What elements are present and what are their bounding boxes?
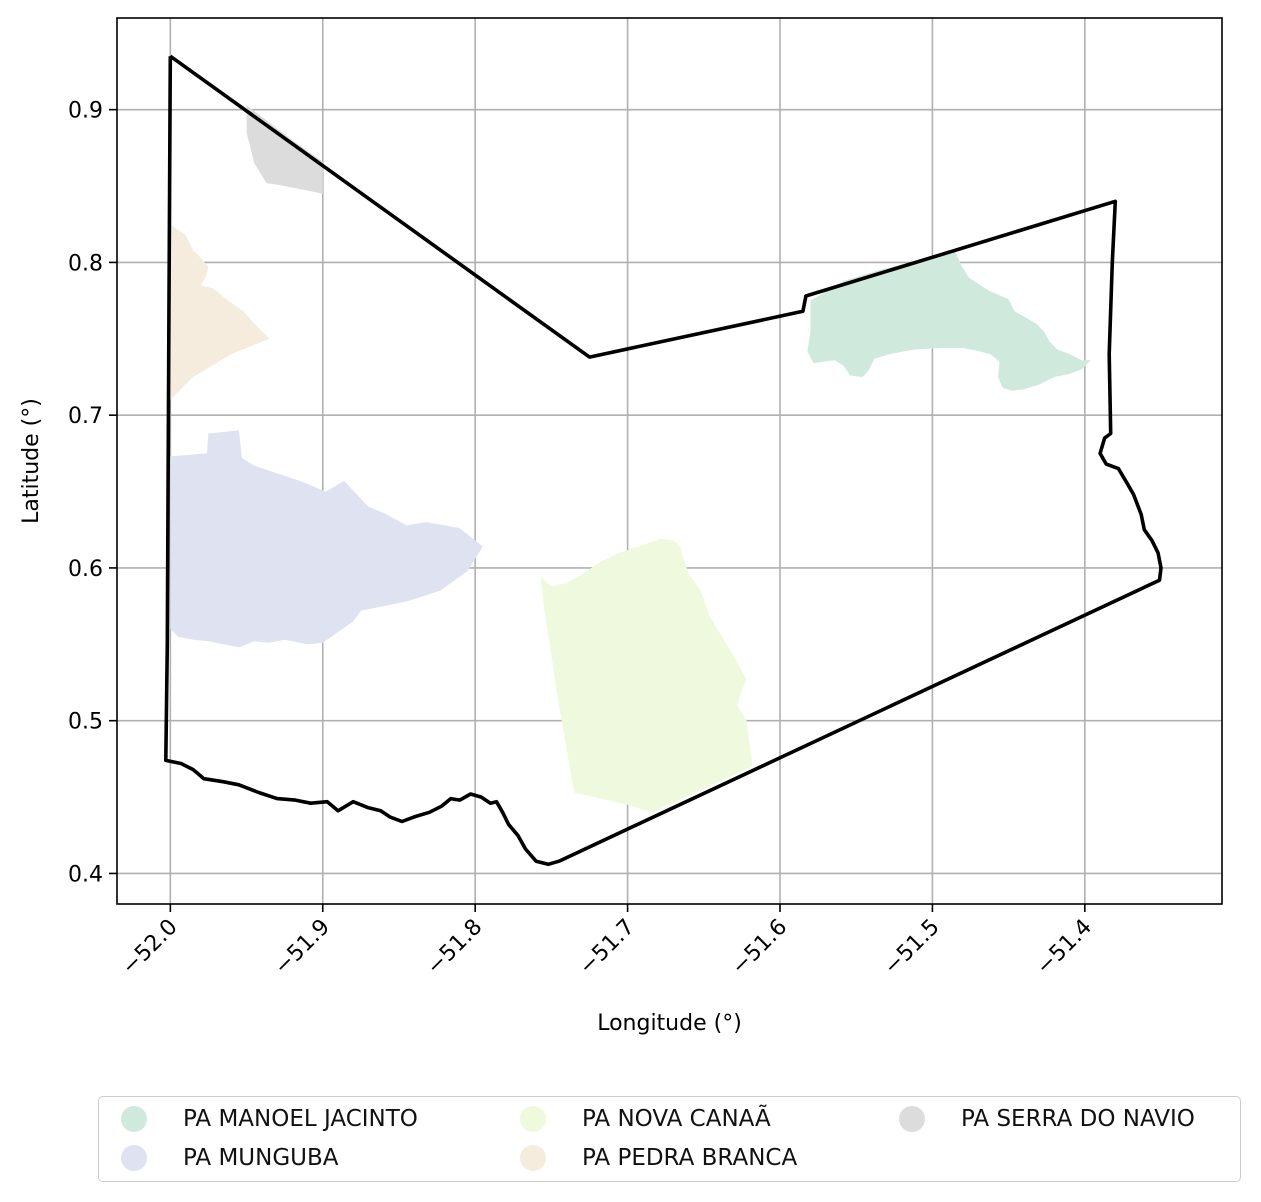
region-pa-munguba: [170, 430, 483, 648]
legend-marker: [899, 1106, 925, 1132]
y-tick-label: 0.4: [68, 862, 103, 887]
y-tick-label: 0.8: [68, 251, 103, 276]
x-tick-label: −51.5: [879, 915, 944, 980]
region-pa-nova-cana-: [540, 538, 753, 813]
x-tick-label: −51.4: [1032, 915, 1097, 980]
x-tick-label: −52.0: [117, 915, 182, 980]
y-tick-label: 0.7: [68, 404, 103, 429]
y-tick-label: 0.5: [68, 710, 103, 735]
y-tick-label: 0.6: [68, 557, 103, 582]
legend-marker: [121, 1145, 147, 1171]
region-polygons: [170, 105, 1091, 813]
legend-label: PA SERRA DO NAVIO: [961, 1106, 1195, 1132]
legend-item-nova-canaa: PA NOVA CANAÃ: [520, 1101, 771, 1137]
x-tick-label: −51.6: [727, 915, 792, 980]
region-pa-serra-do-navio: [246, 105, 323, 194]
region-pa-pedra-branca: [170, 224, 270, 400]
x-tick-label: −51.7: [574, 915, 639, 980]
legend-item-pedra-branca: PA PEDRA BRANCA: [520, 1140, 797, 1176]
x-axis-label: Longitude (°): [597, 1011, 742, 1036]
x-tick-label: −51.9: [270, 915, 335, 980]
x-tick-label: −51.8: [422, 915, 487, 980]
legend-marker: [520, 1106, 546, 1132]
boundary-line: [164, 54, 1163, 867]
municipality-boundary: [164, 54, 1163, 867]
legend-label: PA PEDRA BRANCA: [582, 1145, 798, 1171]
legend-label: PA MANOEL JACINTO: [183, 1106, 418, 1132]
region-pa-manoel-jacinto: [807, 251, 1091, 391]
y-tick-label: 0.9: [68, 99, 103, 124]
grid-lines: [117, 18, 1222, 904]
legend-marker: [520, 1145, 546, 1171]
legend-item-munguba: PA MUNGUBA: [121, 1140, 339, 1176]
map-chart: −52.0 −51.9 −51.8 −51.7 −51.6 −51.5 −51.4 0.4 0.…: [19, 17, 1223, 1036]
legend-item-manoel-jacinto: PA MANOEL JACINTO: [121, 1101, 418, 1137]
legend-label: PA NOVA CANAÃ: [582, 1106, 771, 1132]
y-axis-label: Latitude (°): [19, 398, 44, 524]
legend-item-serra-do-navio: PA SERRA DO NAVIO: [899, 1101, 1195, 1137]
legend-label: PA MUNGUBA: [183, 1145, 339, 1171]
legend-marker: [121, 1106, 147, 1132]
legend: PA MANOEL JACINTO PA MUNGUBA PA NOVA CAN…: [98, 1096, 1241, 1182]
plot-frame: [116, 17, 1223, 905]
